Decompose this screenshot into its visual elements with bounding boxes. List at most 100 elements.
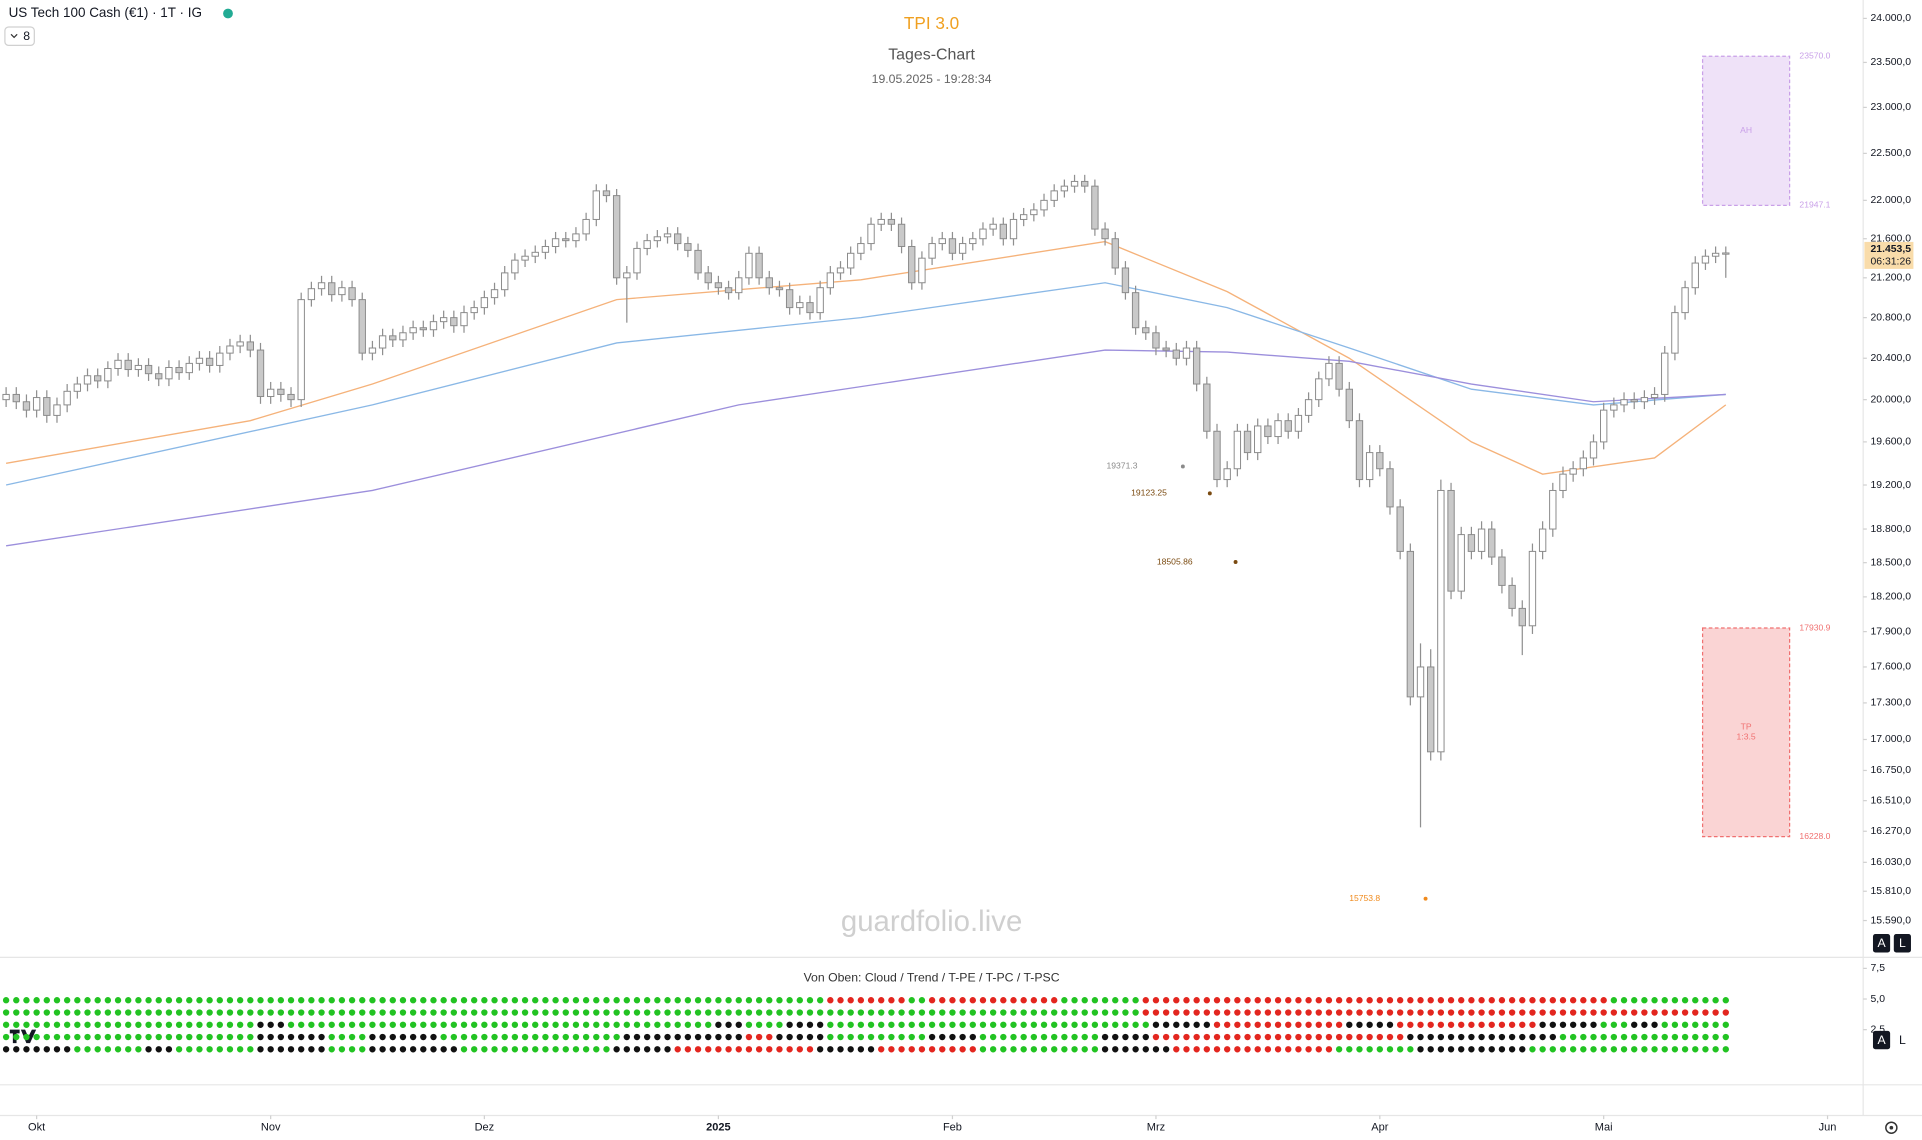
signal-dot — [552, 997, 559, 1004]
signal-dot — [2, 1046, 10, 1053]
signal-dot — [989, 1046, 997, 1053]
candle-body — [1274, 420, 1282, 438]
candle-body — [1589, 441, 1598, 459]
signal-dot — [1183, 997, 1190, 1004]
signal-dot — [1305, 1033, 1312, 1041]
signal-dot — [1254, 997, 1261, 1004]
collapse-count[interactable]: 8 — [23, 29, 30, 43]
signal-dot — [969, 1009, 976, 1016]
y-tick-label: 19.200,0 — [1871, 480, 1912, 491]
signal-dot — [348, 1033, 356, 1041]
signal-dot — [511, 1021, 519, 1028]
scale-button-label[interactable]: A — [1877, 936, 1886, 950]
signal-dot — [1335, 997, 1343, 1004]
signal-dot — [1274, 997, 1282, 1004]
signal-dot — [1539, 997, 1546, 1004]
x-tick-label: Mai — [1595, 1122, 1613, 1134]
signal-dot — [1183, 1021, 1190, 1028]
price-marker-label: 15753.8 — [1349, 893, 1380, 903]
signal-dot — [1162, 1021, 1170, 1028]
candle-body — [1264, 425, 1272, 438]
candle-body — [857, 243, 865, 254]
signal-dot — [1315, 1021, 1322, 1028]
signal-dot — [450, 1021, 458, 1028]
signal-dot — [593, 1021, 600, 1028]
y-tick-label: 18.200,0 — [1871, 592, 1912, 603]
signal-dot — [1620, 1046, 1628, 1053]
signal-dot — [847, 1021, 854, 1028]
signal-dot — [521, 1009, 529, 1016]
signal-dot — [1223, 1033, 1231, 1041]
signal-dot — [643, 997, 651, 1004]
candle-body — [938, 238, 946, 245]
signal-dot — [888, 1033, 895, 1041]
signal-dot — [542, 1009, 549, 1016]
signal-dot — [705, 1021, 712, 1028]
signal-dot — [1437, 1009, 1445, 1016]
y-tick-label: 15.590,0 — [1871, 915, 1912, 926]
signal-dot — [430, 1046, 437, 1053]
signal-dot — [53, 1009, 61, 1016]
signal-dot — [1620, 997, 1628, 1004]
candle-body — [643, 240, 651, 249]
signal-dot — [114, 997, 122, 1004]
signal-dot — [267, 997, 274, 1004]
scale-button[interactable] — [1872, 1030, 1891, 1050]
candle-body — [1192, 347, 1201, 385]
signal-dot — [145, 1021, 152, 1028]
signal-dot — [481, 1009, 488, 1016]
candle-body — [389, 335, 397, 341]
signal-dot — [1478, 1009, 1485, 1016]
collapse-button[interactable] — [4, 26, 35, 46]
signal-dot — [430, 1009, 437, 1016]
signal-dot — [521, 1021, 529, 1028]
settings-icon[interactable] — [1885, 1121, 1898, 1134]
signal-dot — [715, 1046, 722, 1053]
signal-dot — [63, 1021, 71, 1028]
signal-dot — [216, 1009, 223, 1016]
signal-dot — [715, 1009, 722, 1016]
signal-dot — [1661, 1046, 1668, 1053]
candle-body — [694, 249, 702, 274]
scale-button-label[interactable]: L — [1899, 936, 1906, 950]
candle-body — [1416, 666, 1425, 698]
signal-dot — [633, 1046, 641, 1053]
signal-dot — [1305, 1046, 1312, 1053]
signal-dot — [257, 997, 264, 1004]
scale-button-label[interactable]: L — [1899, 1033, 1906, 1047]
scale-button[interactable] — [1872, 934, 1891, 953]
signal-dot — [1427, 1021, 1434, 1028]
x-tick-label: Nov — [261, 1122, 281, 1134]
signal-dot — [766, 1009, 773, 1016]
signal-dot — [287, 1033, 295, 1041]
signal-dot — [1101, 1021, 1109, 1028]
signal-dot — [532, 1009, 539, 1016]
signal-dot — [1702, 1009, 1709, 1016]
signal-dot — [1590, 1009, 1597, 1016]
scale-button[interactable] — [1893, 934, 1911, 953]
signal-dot — [989, 1033, 997, 1041]
signal-dot — [1203, 1046, 1211, 1053]
signal-dot — [338, 997, 346, 1004]
candle-body — [948, 238, 957, 254]
signal-dot — [694, 1009, 702, 1016]
signal-dot — [939, 1021, 946, 1028]
signal-dot — [379, 1009, 386, 1016]
gear-hub[interactable] — [1889, 1125, 1894, 1130]
scale-button-label[interactable]: A — [1877, 1033, 1886, 1047]
signal-dot — [1671, 997, 1679, 1004]
candle-body — [785, 289, 794, 309]
candle-body — [287, 393, 295, 401]
signal-dot — [928, 997, 936, 1004]
candle-body — [1162, 347, 1170, 351]
signal-dot — [1020, 1033, 1027, 1041]
x-tick-label: Jun — [1819, 1122, 1837, 1134]
signal-dot — [1162, 1033, 1170, 1041]
signal-dot — [1600, 997, 1607, 1004]
signal-dot — [654, 1046, 661, 1053]
gear-ring[interactable] — [1885, 1121, 1898, 1134]
signal-dot — [623, 1009, 631, 1016]
signal-dot — [399, 1046, 407, 1053]
signal-dot — [1030, 1033, 1038, 1041]
signal-dot — [1569, 1046, 1577, 1053]
